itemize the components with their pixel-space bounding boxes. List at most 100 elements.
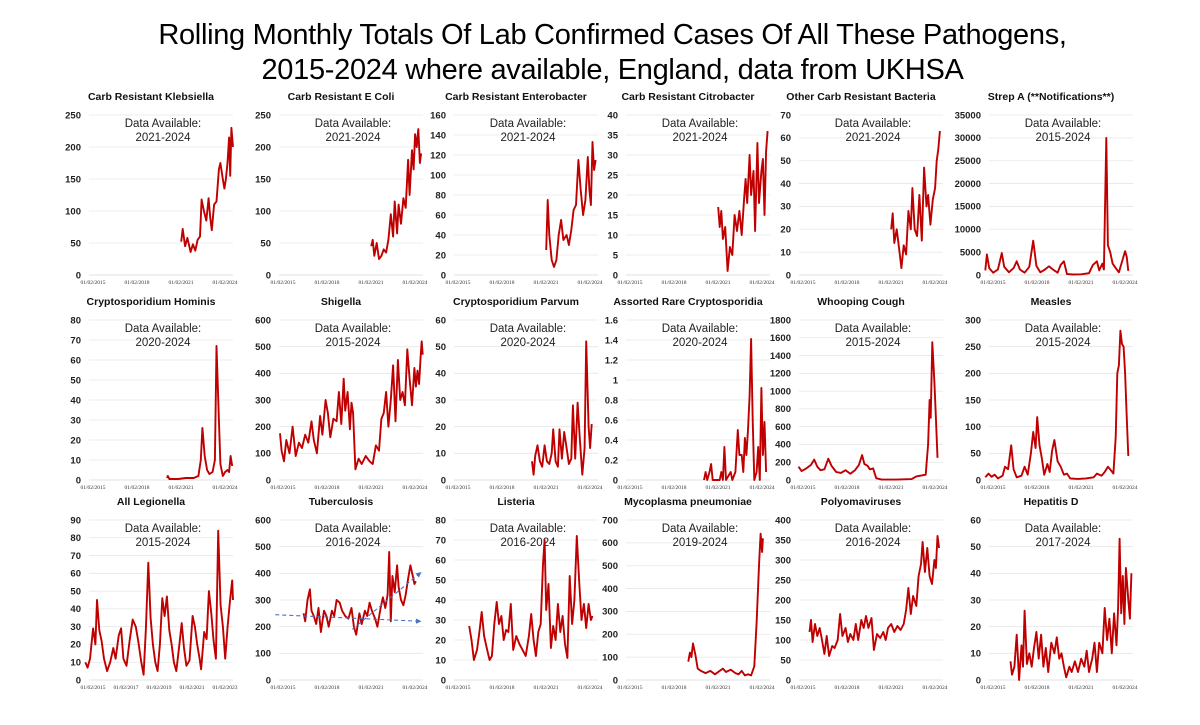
y-tick-label: 25000 <box>955 156 981 167</box>
y-tick-label: 200 <box>255 142 271 153</box>
data-availability-note: Data Available: <box>490 523 567 535</box>
chart-panel: Cryptosporidium Parvum 0 10 20 30 40 50 60 01/02… <box>420 293 605 493</box>
chart-title: Cryptosporidium Hominis <box>87 296 216 308</box>
data-availability-note: 2020-2024 <box>501 337 557 349</box>
data-availability-note: Data Available: <box>835 323 912 335</box>
y-tick-label: 20000 <box>955 179 981 190</box>
y-tick-label: 0 <box>786 270 791 281</box>
x-tick-label: 01/02/2021 <box>878 685 903 691</box>
y-tick-label: 400 <box>775 515 791 526</box>
x-tick-label: 01/02/2015 <box>270 280 295 286</box>
chart-panel: All Legionella 0 10 20 30 40 50 60 70 80 90 01/02/2… <box>55 493 240 693</box>
data-availability-note: Data Available: <box>662 523 739 535</box>
y-tick-label: 400 <box>255 569 271 580</box>
x-tick-label: 01/02/2015 <box>790 280 815 286</box>
y-tick-label: 60 <box>435 555 446 566</box>
y-tick-label: 30 <box>780 202 791 213</box>
y-tick-label: 600 <box>602 538 618 549</box>
y-tick-label: 50 <box>70 586 81 597</box>
y-tick-label: 10 <box>435 449 446 460</box>
chart-panel: Carb Resistant E Coli 0 50 100 150 200 250 01/0… <box>245 88 430 288</box>
x-tick-label: 01/02/2021 <box>1068 485 1093 491</box>
x-tick-label: 01/02/2018 <box>314 280 339 286</box>
y-tick-label: 20 <box>435 422 446 433</box>
x-tick-label: 01/02/2015 <box>980 485 1005 491</box>
y-tick-label: 50 <box>970 542 981 553</box>
y-tick-label: 90 <box>70 515 81 526</box>
chart-title: Carb Resistant Enterobacter <box>445 91 587 103</box>
series-line <box>890 130 941 270</box>
data-availability-note: 2016-2024 <box>501 537 557 549</box>
series-line <box>84 529 234 676</box>
y-tick-label: 0 <box>613 475 618 486</box>
x-tick-label: 01/02/2015 <box>790 685 815 691</box>
x-tick-label: 01/02/2021 <box>1068 280 1093 286</box>
series-line <box>545 141 597 268</box>
chart-svg: Polyomaviruses 0 50 100 150 200 250 300 350 400 01… <box>775 496 948 691</box>
series-line <box>687 532 764 677</box>
x-tick-label: 01/02/2021 <box>168 280 193 286</box>
chart-svg: Tuberculosis 0 100 200 300 400 500 600 01/02/201… <box>255 496 428 691</box>
chart-svg: Shigella 0 100 200 300 400 500 600 01/02/2015 01/… <box>255 296 428 491</box>
y-tick-label: 70 <box>70 551 81 562</box>
y-tick-label: 70 <box>70 335 81 346</box>
y-tick-label: 20 <box>607 190 618 201</box>
data-availability-note: 2015-2024 <box>1036 132 1092 144</box>
y-tick-label: 30000 <box>955 133 981 144</box>
y-tick-label: 200 <box>602 630 618 641</box>
y-tick-label: 300 <box>602 607 618 618</box>
chart-panel: Assorted Rare Cryptosporidia 0 0.2 0.4 0.6 0.… <box>592 293 777 493</box>
y-tick-label: 40 <box>70 395 81 406</box>
x-tick-label: 01/02/2024 <box>577 485 602 491</box>
y-tick-label: 30 <box>970 595 981 606</box>
series-line <box>808 535 941 657</box>
x-tick-label: 01/02/2021 <box>358 685 383 691</box>
y-tick-label: 30 <box>607 150 618 161</box>
chart-panel: Whooping Cough 0 200 400 600 800 1000 1200 1400 1… <box>765 293 950 493</box>
series-line <box>717 130 769 272</box>
y-tick-label: 50 <box>70 375 81 386</box>
y-tick-label: 0 <box>976 675 981 686</box>
chart-svg: Measles 0 50 100 150 200 250 300 01/02/2015 01/02… <box>965 296 1138 491</box>
y-tick-label: 0 <box>613 675 618 686</box>
chart-title: Hepatitis D <box>1024 496 1079 508</box>
y-tick-label: 20 <box>70 435 81 446</box>
x-tick-label: 01/02/2015 <box>617 485 642 491</box>
y-tick-label: 50 <box>780 655 791 666</box>
y-tick-label: 300 <box>775 555 791 566</box>
series-line <box>302 551 417 636</box>
y-tick-label: 150 <box>65 174 81 185</box>
y-tick-label: 0 <box>266 475 271 486</box>
data-availability-note: Data Available: <box>125 118 202 130</box>
series-line <box>279 340 424 471</box>
y-tick-label: 70 <box>780 110 791 121</box>
x-tick-label: 01/02/2018 <box>489 485 514 491</box>
x-tick-label: 01/02/2021 <box>533 280 558 286</box>
chart-title: Listeria <box>497 496 535 508</box>
data-availability-note: Data Available: <box>835 118 912 130</box>
y-tick-label: 1.2 <box>605 355 618 366</box>
y-tick-label: 300 <box>255 395 271 406</box>
y-tick-label: 100 <box>255 206 271 217</box>
x-tick-label: 01/02/2021 <box>705 280 730 286</box>
y-tick-label: 80 <box>70 315 81 326</box>
chart-title: Polyomaviruses <box>821 496 902 508</box>
x-tick-label: 01/02/2024 <box>402 280 427 286</box>
y-tick-label: 0.4 <box>605 435 619 446</box>
data-availability-note: Data Available: <box>315 323 392 335</box>
y-tick-label: 100 <box>430 170 446 181</box>
y-tick-label: 0 <box>441 675 446 686</box>
x-tick-label: 01/02/2024 <box>1112 685 1137 691</box>
chart-panel: Mycoplasma pneumoniae 0 100 200 300 400 500 600… <box>592 493 777 693</box>
y-tick-label: 400 <box>602 584 618 595</box>
x-tick-label: 01/02/2024 <box>212 485 237 491</box>
y-tick-label: 100 <box>602 652 618 663</box>
chart-title: Mycoplasma pneumoniae <box>624 496 752 508</box>
y-tick-label: 0 <box>76 675 81 686</box>
x-tick-label: 01/02/2024 <box>212 280 237 286</box>
chart-title: Tuberculosis <box>309 496 374 508</box>
y-tick-label: 40 <box>70 604 81 615</box>
chart-title: Cryptosporidium Parvum <box>453 296 579 308</box>
y-tick-label: 35000 <box>955 110 981 121</box>
x-tick-label: 01/02/2021 <box>358 485 383 491</box>
